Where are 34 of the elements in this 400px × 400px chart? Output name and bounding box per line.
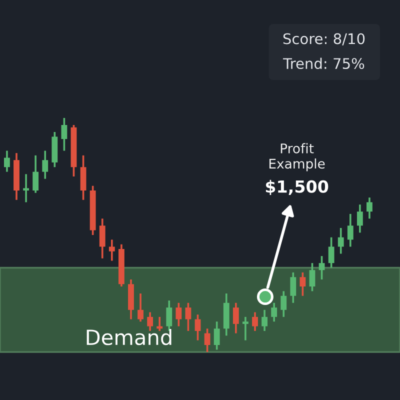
candlestick <box>356 204 363 234</box>
candlestick <box>271 302 278 322</box>
candlestick <box>318 255 325 280</box>
candlestick <box>328 236 334 269</box>
candlestick <box>300 272 306 297</box>
candlestick <box>32 154 39 194</box>
band-label: Demand <box>86 329 172 346</box>
candlestick <box>214 320 220 351</box>
candlestick <box>99 218 106 260</box>
candlestick <box>232 302 239 334</box>
candlestick <box>280 290 287 318</box>
candlestick <box>204 328 210 353</box>
candlestick <box>4 150 10 173</box>
candlestick <box>262 308 268 332</box>
candlestick <box>42 150 48 180</box>
candlestick <box>194 314 201 342</box>
annotation: $1,500 <box>266 180 328 196</box>
candlestick <box>23 173 29 204</box>
candlestick <box>185 302 192 332</box>
candlestick <box>138 292 144 322</box>
candlestick <box>309 262 316 292</box>
text: Trend: 75% <box>283 58 364 70</box>
candlestick <box>176 302 182 328</box>
candlestick <box>338 227 344 255</box>
candlestick <box>80 154 86 201</box>
candlestick <box>61 117 68 152</box>
candlestick <box>242 316 248 342</box>
candlestick <box>366 196 372 220</box>
candlestick <box>108 238 115 262</box>
text: Score: 8/10 <box>283 33 365 46</box>
candlestick <box>252 311 258 332</box>
candlestick <box>290 272 296 304</box>
annotation: Profit Example <box>269 143 325 172</box>
candlestick <box>347 213 354 248</box>
